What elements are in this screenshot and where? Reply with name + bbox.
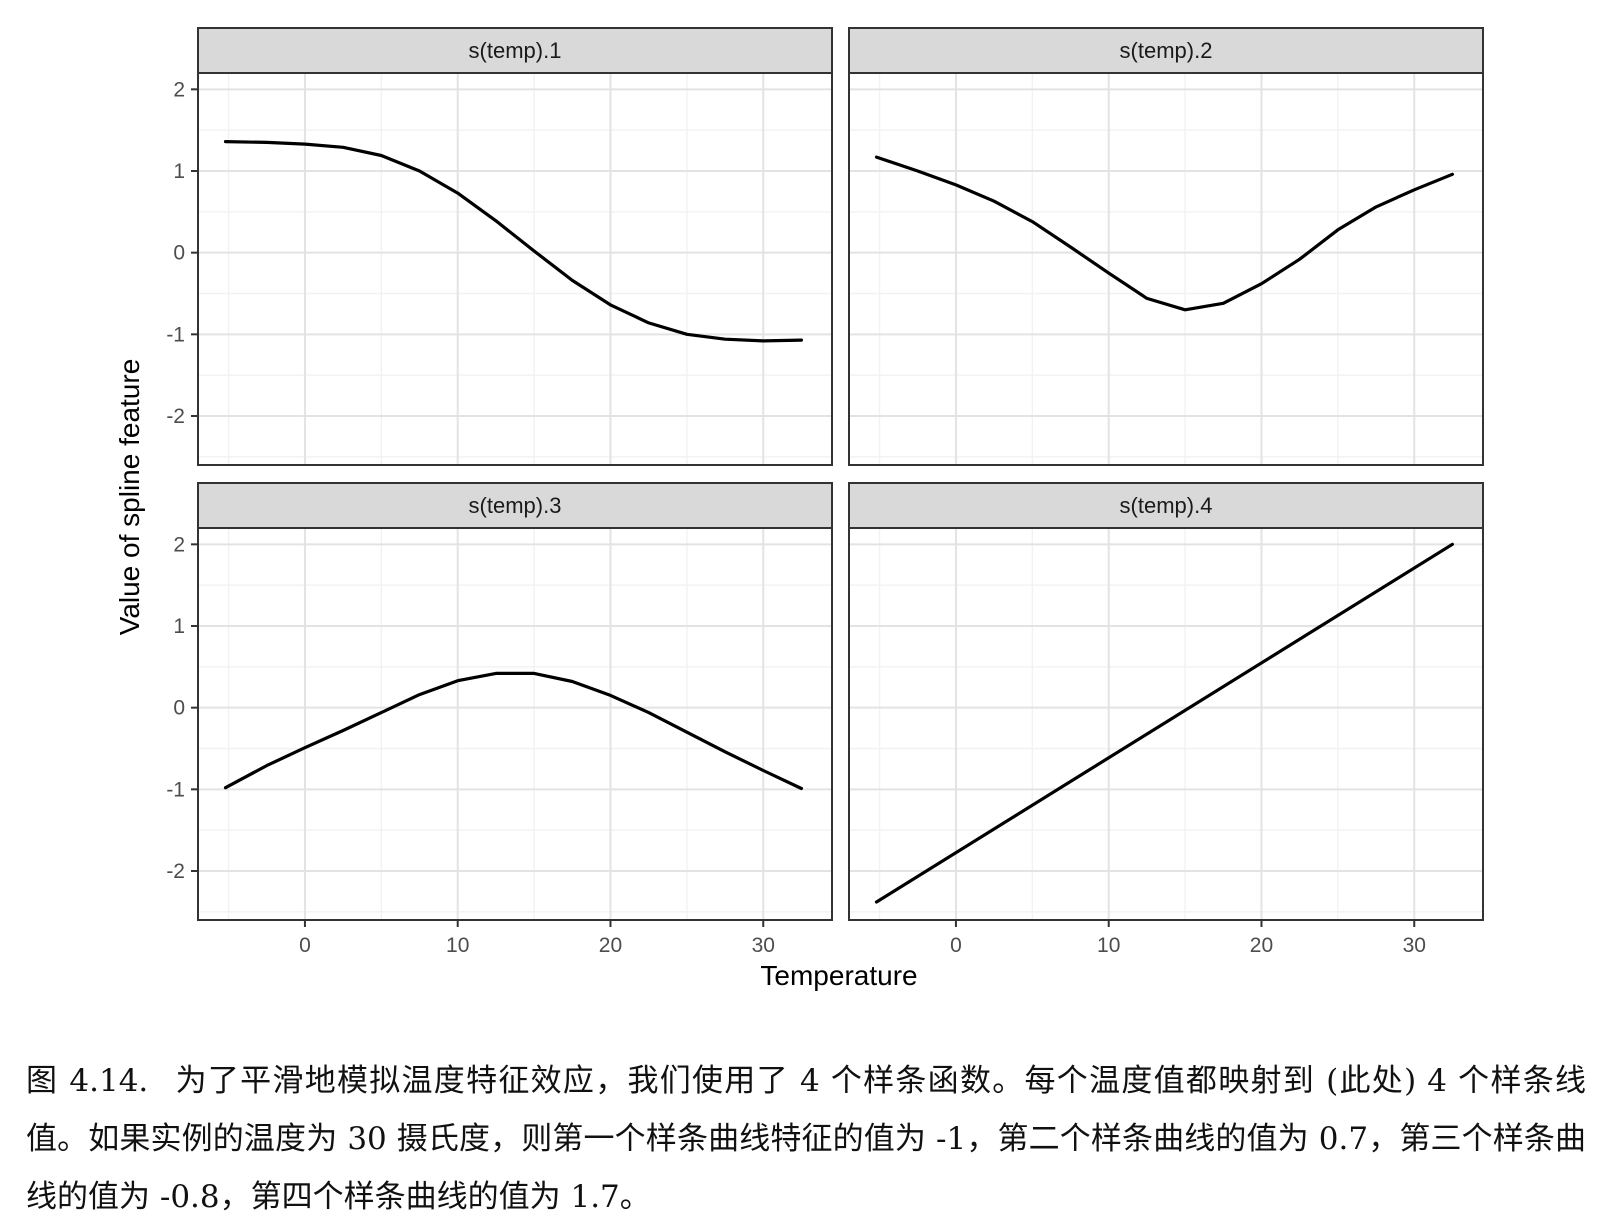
figure-caption: 图 4.14. 为了平滑地模拟温度特征效应，我们使用了 4 个样条函数。每个温度值… xyxy=(26,1052,1586,1226)
panel-background xyxy=(198,73,832,465)
facet-panel-2: s(temp).2 xyxy=(848,27,1484,466)
y-tick-label: 1 xyxy=(173,160,185,183)
series-line xyxy=(223,671,804,791)
y-tick-label: 0 xyxy=(173,697,185,720)
series-line xyxy=(874,542,1455,904)
x-tick-label: 30 xyxy=(752,934,775,957)
x-tick-label: 30 xyxy=(1403,934,1426,957)
y-tick-label: -2 xyxy=(166,860,185,883)
caption-label: 图 4.14. xyxy=(26,1063,149,1099)
facet-strip xyxy=(197,482,833,529)
y-tick-label: 0 xyxy=(173,242,185,265)
facet-panel-1: s(temp).1 -2 -1 0 1 2 xyxy=(166,27,833,466)
facet-strip-label: s(temp).3 xyxy=(469,493,562,518)
panel-background xyxy=(198,528,832,920)
spline-facet-chart: s(temp).1 -2 -1 0 1 2 s(temp).2 s(temp).3 -2 -1 0 1… xyxy=(114,27,1484,991)
x-tick-label: 10 xyxy=(446,934,469,957)
caption-text: 为了平滑地模拟温度特征效应，我们使用了 4 个样条函数。每个温度值都映射到 (此… xyxy=(26,1063,1586,1215)
x-tick-label: 0 xyxy=(950,934,962,957)
y-tick-label: -1 xyxy=(166,323,185,346)
facet-strip-label: s(temp).1 xyxy=(469,38,562,63)
x-tick-label: 0 xyxy=(299,934,311,957)
y-tick-label: -1 xyxy=(166,778,185,801)
y-tick-label: 1 xyxy=(173,615,185,638)
x-tick-label: 20 xyxy=(599,934,622,957)
facet-panel-4: s(temp).4 0 10 20 30 xyxy=(848,482,1484,957)
x-tick-label: 20 xyxy=(1250,934,1273,957)
y-tick-label: 2 xyxy=(173,78,185,101)
y-axis-label: Value of spline feature xyxy=(114,359,145,636)
series-line xyxy=(223,140,804,343)
facet-strip xyxy=(848,27,1484,74)
facet-strip-label: s(temp).4 xyxy=(1120,493,1213,518)
y-tick-label: 2 xyxy=(173,533,185,556)
x-tick-label: 10 xyxy=(1097,934,1120,957)
panel-background xyxy=(849,73,1483,465)
y-tick-label: -2 xyxy=(166,405,185,428)
facet-strip xyxy=(197,27,833,74)
facet-strip xyxy=(848,482,1484,529)
facet-strip-label: s(temp).2 xyxy=(1120,38,1213,63)
series-line xyxy=(874,155,1455,312)
x-axis-label: Temperature xyxy=(760,960,917,991)
